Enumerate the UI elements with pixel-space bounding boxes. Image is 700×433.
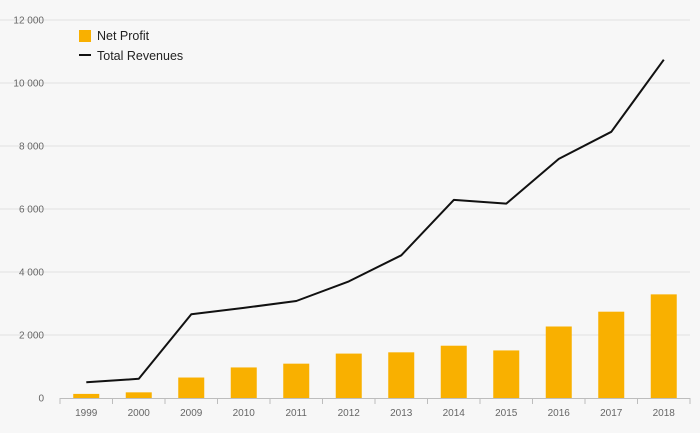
y-tick-label: 8 000 (19, 142, 44, 153)
bar-1999 (73, 393, 100, 398)
x-tick-label: 2015 (495, 408, 518, 419)
bar-2018 (650, 294, 677, 398)
y-tick-label: 2 000 (19, 331, 44, 342)
bar-2016 (545, 326, 572, 398)
bar-2014 (440, 345, 467, 398)
x-tick-label: 2000 (128, 408, 151, 419)
bar-2009 (178, 377, 205, 398)
bar-2012 (335, 353, 362, 398)
x-tick-label: 2017 (600, 408, 623, 419)
gridlines (0, 19, 690, 336)
y-axis-tick-labels: 0 2 000 4 000 6 000 8 000 10 000 12 000 (13, 16, 44, 405)
x-tick-label: 2013 (390, 408, 413, 419)
y-tick-label: 12 000 (13, 16, 44, 27)
bar-2010 (230, 367, 257, 398)
legend-swatch-net-profit (79, 30, 91, 42)
x-tick-label: 2011 (285, 408, 307, 419)
x-tick-label: 1999 (75, 408, 98, 419)
y-tick-label: 6 000 (19, 205, 44, 216)
x-tick-label: 2016 (548, 408, 571, 419)
y-tick-label: 4 000 (19, 268, 44, 279)
y-tick-label: 10 000 (13, 79, 44, 90)
bar-2015 (493, 350, 520, 398)
bar-2017 (598, 311, 625, 398)
x-tick-label: 2018 (653, 408, 676, 419)
x-tick-label: 2014 (443, 408, 466, 419)
x-tick-label: 2010 (233, 408, 256, 419)
bar-2011 (283, 363, 310, 398)
net-profit-bars (73, 294, 677, 398)
x-tick-label: 2009 (180, 408, 203, 419)
bar-2000 (125, 392, 152, 398)
legend: Net Profit Total Revenues (79, 29, 183, 63)
bar-2013 (388, 352, 415, 398)
legend-label-net-profit: Net Profit (97, 29, 150, 43)
x-tick-label: 2012 (338, 408, 361, 419)
y-tick-label: 0 (38, 394, 44, 405)
legend-label-total-revenues: Total Revenues (97, 49, 183, 63)
total-revenues-line (86, 59, 665, 384)
x-axis: 1999 2000 2009 2010 2011 2012 2013 2014 2015 2016… (59, 398, 691, 419)
total-revenues-line-group (86, 59, 665, 384)
